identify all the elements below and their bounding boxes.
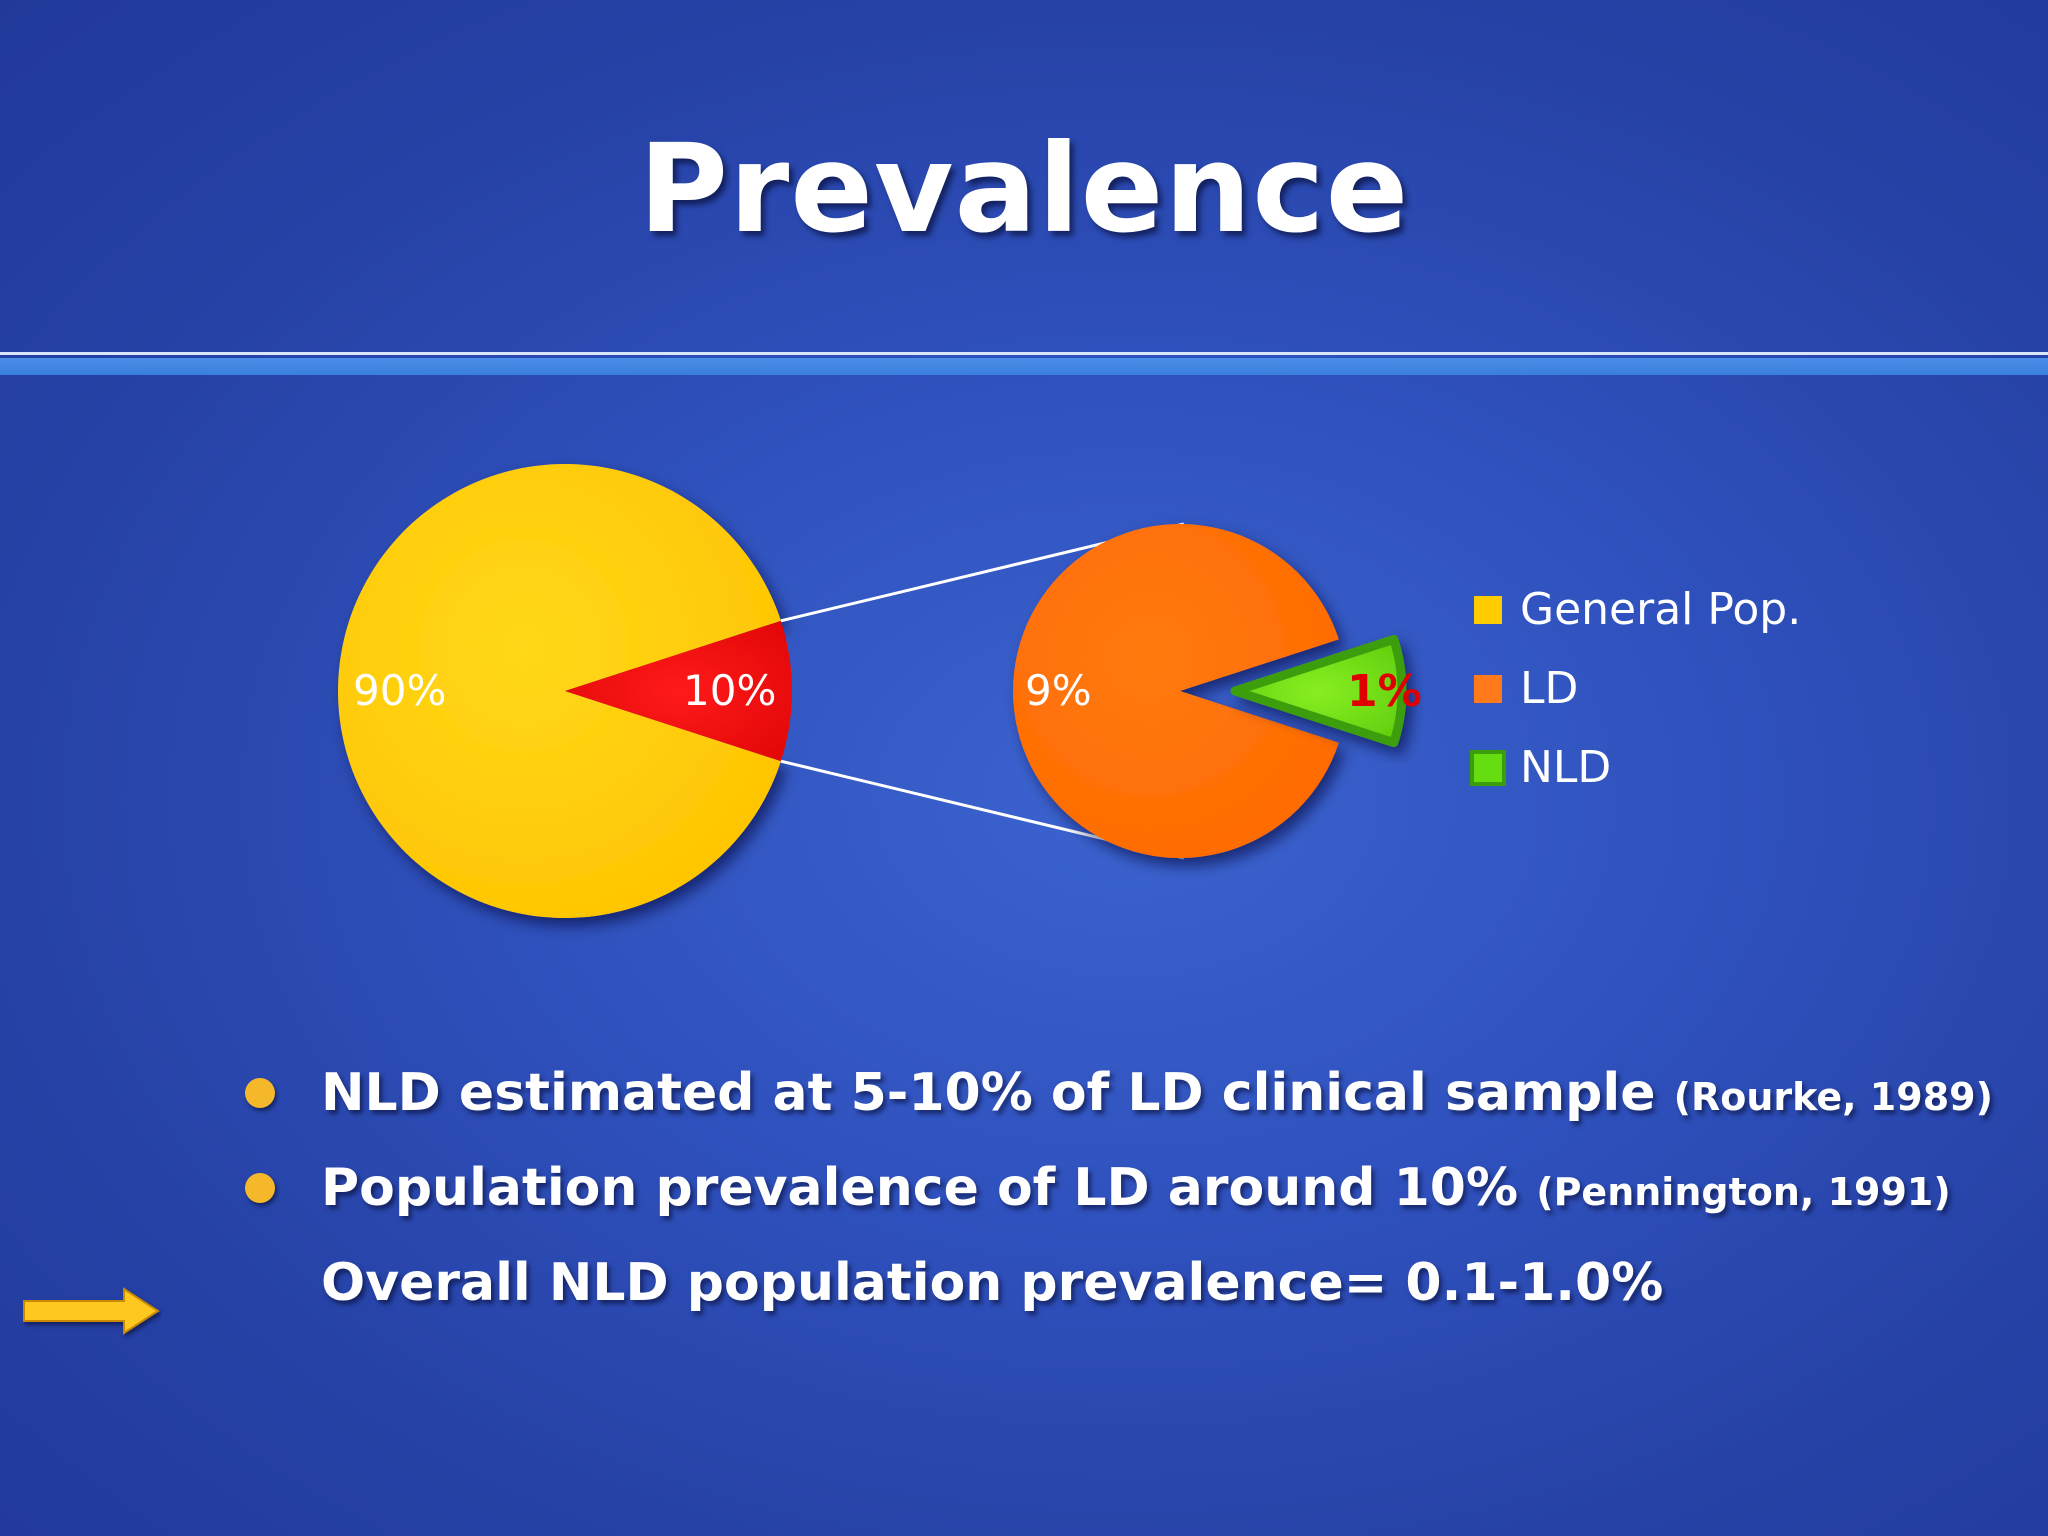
title-divider-band: [0, 358, 2048, 375]
bullet-dot: [245, 1173, 275, 1203]
data-label-ld: 10%: [683, 666, 776, 715]
title-divider: [0, 352, 2048, 355]
conclusion-text: Overall NLD population prevalence= 0.1-1…: [321, 1253, 1664, 1313]
data-label-nld: 1%: [1347, 666, 1422, 717]
legend-swatch-general-pop: [1474, 596, 1502, 624]
legend-swatch-nld: [1474, 754, 1502, 782]
pie-slice-general-pop: [337, 464, 781, 918]
pie-slice-ld: [565, 620, 793, 762]
bullet-text: NLD estimated at 5-10% of LD clinical sa…: [321, 1056, 1993, 1134]
right-arrow-icon: [23, 1287, 160, 1335]
pie-slice-nld: [1230, 634, 1407, 748]
pie-slice-ld: [1013, 524, 1339, 859]
bullet-citation: (Rourke, 1989): [1673, 1075, 1993, 1119]
pie-ld-breakdown: 9% 1%: [1013, 524, 1422, 859]
bullet-text: Population prevalence of LD around 10% (…: [321, 1151, 1951, 1229]
bullet-statement: Population prevalence of LD around 10%: [321, 1158, 1537, 1218]
slide-title: Prevalence: [638, 118, 1410, 260]
data-label-ld: 9%: [1025, 666, 1092, 715]
data-label-general-pop: 90%: [353, 666, 446, 715]
legend-swatch-ld: [1474, 675, 1502, 703]
bullet-citation: (Pennington, 1991): [1536, 1170, 1951, 1214]
bullet-dot: [245, 1078, 275, 1108]
pie-general-population: 90% 10%: [337, 464, 793, 918]
legend-label: General Pop.: [1520, 584, 1802, 635]
legend-label: NLD: [1520, 742, 1612, 793]
bullet-statement: NLD estimated at 5-10% of LD clinical sa…: [321, 1063, 1674, 1123]
legend-label: LD: [1520, 663, 1579, 714]
